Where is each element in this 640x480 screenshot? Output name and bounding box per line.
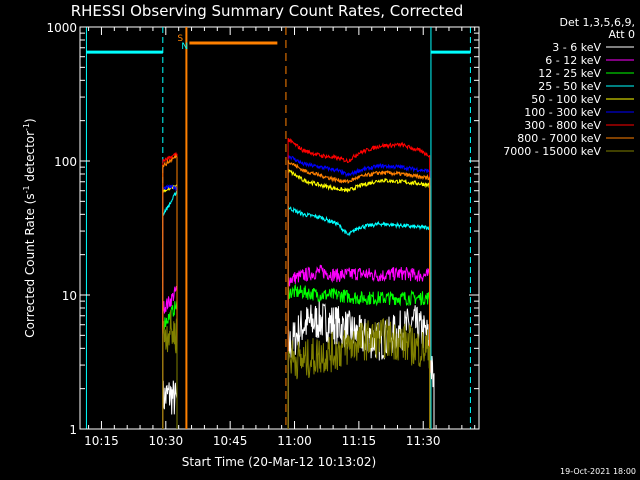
plot-frame <box>79 26 480 430</box>
series-line-6-0 <box>162 151 178 429</box>
y-tick-label: 10 <box>62 289 77 303</box>
y-tick-label: 1 <box>69 423 77 437</box>
legend-label: 3 - 6 keV <box>552 41 601 54</box>
series-line-1-0 <box>162 285 178 429</box>
legend-label: 300 - 800 keV <box>524 119 601 132</box>
series-line-3-1 <box>287 205 431 429</box>
axes: 10:15 10:30 10:45 11:00 11:15 11:30 1 10 100 1000 <box>46 21 479 448</box>
series-7 <box>162 153 431 429</box>
y-axis-label-main: Corrected Count Rate (s <box>23 193 37 337</box>
series-line-2-0 <box>162 299 178 429</box>
series-5 <box>162 154 431 429</box>
y-axis-label-mid: detector <box>23 131 37 186</box>
series-line-5-1 <box>287 154 431 429</box>
timestamp: 19-Oct-2021 18:00 <box>560 467 636 476</box>
series-line-0-0 <box>162 380 178 429</box>
legend-label: 7000 - 15000 keV <box>503 145 601 158</box>
legend-label: 25 - 50 keV <box>538 80 601 93</box>
series-1 <box>162 264 431 429</box>
y-axis-label-sup1: -1 <box>22 185 31 193</box>
x-tick-label: 11:30 <box>406 434 441 448</box>
y-tick-label: 1000 <box>46 21 77 35</box>
y-axis-label: Corrected Count Rate (s-1 detector-1) <box>22 118 37 337</box>
chart-title: RHESSI Observing Summary Count Rates, Co… <box>71 2 464 20</box>
x-tick-label: 10:30 <box>149 434 184 448</box>
x-tick-label: 10:45 <box>213 434 248 448</box>
series-0 <box>162 300 435 429</box>
x-tick-label: 10:15 <box>84 434 119 448</box>
x-axis-label: Start Time (20-Mar-12 10:13:02) <box>182 455 376 469</box>
series-8 <box>162 310 431 429</box>
series-line-3-0 <box>162 190 178 429</box>
series-line-4-1 <box>287 169 431 429</box>
series-line-5-0 <box>162 183 178 429</box>
series-3 <box>162 190 431 429</box>
series-line-1-1 <box>287 264 431 429</box>
series-lines <box>162 137 435 429</box>
legend-header-2: Att 0 <box>609 28 635 41</box>
series-line-2-1 <box>287 283 431 429</box>
plot-border <box>79 26 480 430</box>
legend-label: 6 - 12 keV <box>545 54 601 67</box>
series-line-8-1 <box>287 317 431 429</box>
x-tick-label: 11:15 <box>342 434 377 448</box>
series-2 <box>162 283 431 429</box>
saa-label-n: N <box>181 42 188 52</box>
saa-label-s: S <box>177 34 183 44</box>
y-axis-label-end: ) <box>23 118 37 123</box>
legend-label: 800 - 7000 keV <box>517 132 601 145</box>
series-line-7-0 <box>162 153 178 429</box>
legend-label: 12 - 25 keV <box>538 67 601 80</box>
flag-markers: SN <box>85 27 471 429</box>
series-line-6-1 <box>287 137 431 429</box>
y-axis-label-sup2: -1 <box>22 123 31 131</box>
series-line-8-0 <box>162 310 178 429</box>
series-6 <box>162 137 431 429</box>
legend-label: 50 - 100 keV <box>531 93 601 106</box>
x-tick-label: 11:00 <box>277 434 312 448</box>
legend-label: 100 - 300 keV <box>524 106 601 119</box>
y-tick-label: 100 <box>54 155 77 169</box>
series-line-7-1 <box>287 159 431 429</box>
legend-header-1: Det 1,3,5,6,9, <box>559 16 635 29</box>
